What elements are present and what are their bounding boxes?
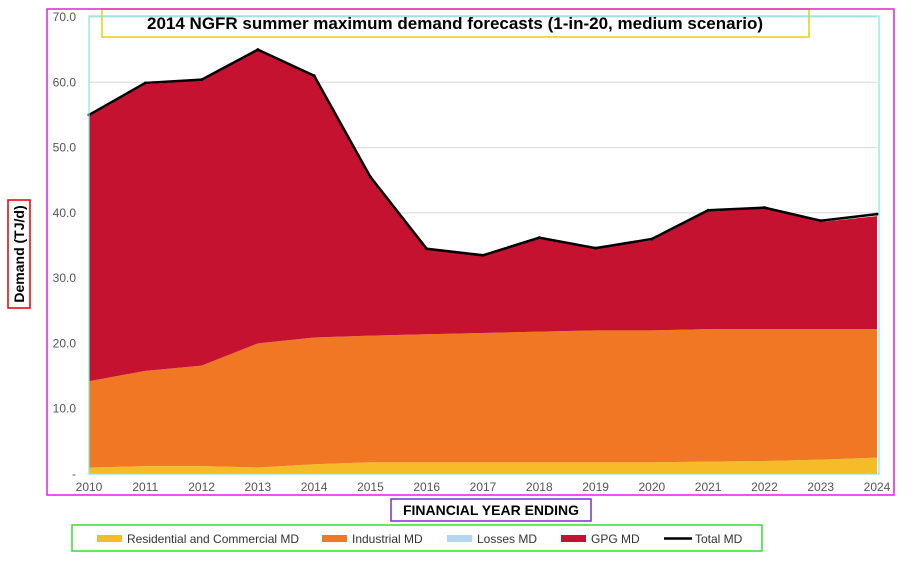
y-axis-title: Demand (TJ/d) (11, 205, 27, 302)
area-industrial-md (89, 329, 877, 468)
y-tick-label: 30.0 (53, 271, 77, 285)
stacked-areas (89, 50, 877, 474)
x-tick-label: 2023 (807, 480, 834, 494)
y-tick-label: - (72, 467, 76, 481)
x-tick-label: 2010 (76, 480, 103, 494)
x-tick-label: 2017 (470, 480, 497, 494)
y-tick-label: 20.0 (53, 336, 77, 350)
x-tick-label: 2015 (357, 480, 384, 494)
total-md-point (256, 48, 260, 52)
x-tick-label: 2014 (301, 480, 328, 494)
x-tick-label: 2013 (245, 480, 272, 494)
x-tick-label: 2024 (864, 480, 891, 494)
x-tick-label: 2019 (582, 480, 609, 494)
total-md-point (594, 246, 598, 250)
total-md-point (368, 175, 372, 179)
area-gpg-md (89, 50, 877, 382)
total-md-point (481, 253, 485, 257)
y-tick-label: 70.0 (53, 10, 77, 24)
legend-label: Industrial MD (352, 532, 423, 546)
y-tick-label: 40.0 (53, 206, 77, 220)
chart-frame (46, 8, 895, 496)
total-md-point (706, 208, 710, 212)
legend-swatch (322, 535, 347, 542)
total-line-group (87, 48, 879, 257)
x-tick-label: 2011 (132, 480, 158, 494)
x-axis-title-box (390, 498, 592, 522)
x-tick-label: 2016 (413, 480, 440, 494)
legend-label: GPG MD (591, 532, 640, 546)
legend-label: Residential and Commercial MD (127, 532, 299, 546)
legend-item: GPG MD (561, 532, 640, 546)
y-tick-label: 10.0 (53, 402, 77, 416)
legend-item: Losses MD (447, 532, 537, 546)
y-axis-title-box (7, 199, 31, 309)
x-tick-label: 2018 (526, 480, 553, 494)
plot-frame (88, 15, 880, 475)
legend-item: Residential and Commercial MD (97, 532, 299, 546)
legend-item: Industrial MD (322, 532, 423, 546)
legend-swatch (97, 535, 122, 542)
total-md-point (312, 74, 316, 78)
y-tick-label: 50.0 (53, 141, 77, 155)
x-axis-ticks: 2010 2011 2012 2013 2014 2015 2016 2017 2018 2019… (76, 480, 891, 494)
chart-title: 2014 NGFR summer maximum demand forecast… (147, 14, 763, 33)
x-tick-label: 2020 (639, 480, 666, 494)
total-md-point (425, 247, 429, 251)
total-md-point (537, 236, 541, 240)
area-residential-and-commercial-md (89, 457, 877, 474)
total-md-point (650, 237, 654, 241)
x-tick-label: 2022 (751, 480, 778, 494)
legend-swatch (447, 535, 472, 542)
total-md-point (200, 78, 204, 82)
y-axis-ticks: - 10.0 20.0 30.0 40.0 50.0 60.0 70.0 (53, 10, 77, 481)
x-axis-title: FINANCIAL YEAR ENDING (403, 502, 579, 518)
total-md-point (143, 81, 147, 85)
total-md-point (875, 212, 879, 216)
x-tick-label: 2012 (188, 480, 215, 494)
legend-swatch (561, 535, 586, 542)
total-md-point (819, 219, 823, 223)
legend-label: Losses MD (477, 532, 537, 546)
legend-item: Total MD (664, 532, 743, 546)
total-md-point (762, 206, 766, 210)
x-tick-label: 2021 (695, 480, 722, 494)
legend-label: Total MD (695, 532, 743, 546)
y-tick-label: 60.0 (53, 75, 77, 89)
legend: Residential and Commercial MD Industrial … (97, 532, 743, 546)
legend-box (71, 524, 763, 552)
